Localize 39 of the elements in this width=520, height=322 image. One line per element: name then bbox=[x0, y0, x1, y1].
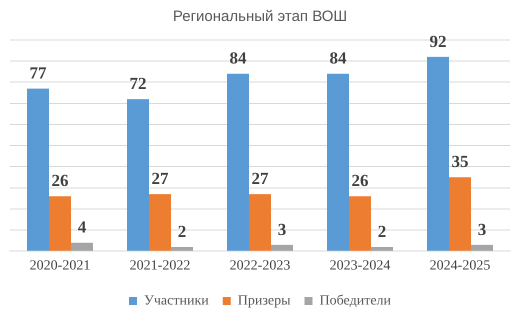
legend-label: Победители bbox=[320, 294, 392, 309]
bar bbox=[371, 246, 393, 251]
data-label: 2 bbox=[378, 222, 386, 241]
x-tick-label: 2020-2021 bbox=[30, 258, 90, 274]
bar bbox=[271, 244, 293, 251]
data-label: 35 bbox=[452, 152, 468, 172]
x-tick-label: 2024-2025 bbox=[430, 258, 490, 274]
data-label: 2 bbox=[178, 222, 186, 241]
bar bbox=[71, 242, 93, 251]
chart-title: Региональный этап ВОШ bbox=[172, 8, 348, 26]
bar bbox=[249, 194, 271, 251]
bar bbox=[27, 88, 49, 251]
bar bbox=[171, 246, 193, 251]
bar bbox=[349, 196, 371, 251]
data-label: 72 bbox=[130, 74, 146, 94]
x-tick-label: 2022-2023 bbox=[230, 258, 290, 274]
data-label: 84 bbox=[230, 48, 247, 68]
bar bbox=[427, 56, 449, 251]
bar bbox=[227, 74, 249, 251]
bar bbox=[471, 244, 493, 251]
legend-label: Призеры bbox=[238, 294, 292, 309]
bar bbox=[327, 74, 349, 251]
bar bbox=[449, 177, 471, 251]
data-label: 26 bbox=[52, 171, 68, 190]
bar bbox=[127, 99, 149, 251]
bar bbox=[149, 194, 171, 251]
data-label: 92 bbox=[430, 32, 446, 51]
x-tick-label: 2023-2024 bbox=[330, 258, 390, 274]
bar bbox=[49, 196, 71, 251]
data-label: 27 bbox=[252, 169, 269, 188]
data-label: 77 bbox=[30, 63, 47, 82]
legend-label: Участники bbox=[144, 294, 210, 309]
data-label: 27 bbox=[152, 169, 169, 188]
data-label: 26 bbox=[352, 171, 368, 190]
data-label: 84 bbox=[330, 48, 347, 68]
x-tick-label: 2021-2022 bbox=[130, 258, 190, 274]
data-label: 4 bbox=[78, 218, 87, 237]
data-label: 3 bbox=[278, 220, 286, 239]
data-label: 3 bbox=[478, 220, 486, 239]
